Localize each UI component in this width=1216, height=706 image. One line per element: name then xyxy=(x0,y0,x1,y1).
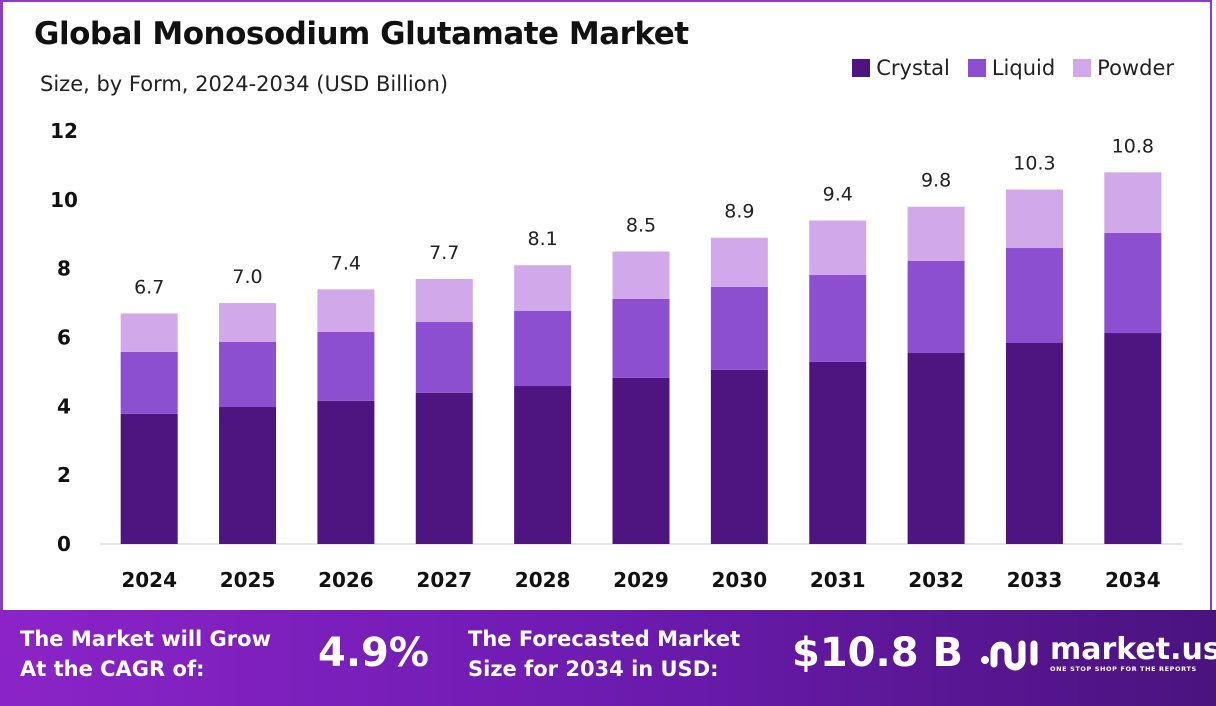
bar-powder-2025 xyxy=(219,303,277,342)
bar-crystal-2025 xyxy=(219,407,277,544)
bar-liquid-2032 xyxy=(907,260,965,353)
bar-chart: 0 2 4 6 8 10 12 6.7 2024 7.0 2025 7.4 2026 7.7 2027 8.1… xyxy=(50,119,1182,592)
x-tick-label: 2031 xyxy=(810,568,866,592)
total-label: 9.4 xyxy=(823,183,853,205)
x-tick-label: 2034 xyxy=(1105,568,1161,592)
bar-powder-2033 xyxy=(1005,189,1063,249)
cagr-label: The Market will Grow At the CAGR of: xyxy=(20,624,271,684)
total-label: 6.7 xyxy=(134,276,164,298)
y-tick-label: 0 xyxy=(57,532,71,556)
bar-powder-2028 xyxy=(514,265,572,311)
logo-icon xyxy=(981,640,1038,671)
bar-powder-2029 xyxy=(612,251,670,299)
total-label: 8.9 xyxy=(724,201,754,223)
bar-powder-2034 xyxy=(1104,172,1162,233)
total-label: 7.7 xyxy=(429,242,459,264)
bar-crystal-2028 xyxy=(514,386,572,544)
bar-liquid-2029 xyxy=(612,298,670,378)
chart-title: Global Monosodium Glutamate Market xyxy=(34,16,689,52)
bar-liquid-2033 xyxy=(1005,248,1063,344)
total-label: 7.0 xyxy=(232,266,262,288)
legend-label: Powder xyxy=(1097,56,1174,80)
x-tick-label: 2026 xyxy=(318,568,374,592)
forecast-value: $10.8 B xyxy=(792,630,963,676)
x-tick-label: 2024 xyxy=(121,568,177,592)
bar-crystal-2034 xyxy=(1104,333,1162,544)
bar-powder-2031 xyxy=(809,220,867,275)
legend-label: Liquid xyxy=(991,56,1056,80)
x-tick-label: 2030 xyxy=(712,568,768,592)
x-tick-label: 2029 xyxy=(613,568,669,592)
x-tick-label: 2028 xyxy=(515,568,571,592)
legend: Crystal Liquid Powder xyxy=(852,56,1174,80)
bar-liquid-2026 xyxy=(317,331,375,401)
footer-banner: The Market will Grow At the CAGR of: 4.9… xyxy=(0,610,1216,706)
bar-liquid-2028 xyxy=(514,310,572,387)
x-tick-label: 2025 xyxy=(220,568,276,592)
bar-liquid-2025 xyxy=(219,341,277,408)
logo-name: market.us xyxy=(1050,632,1216,667)
bar-crystal-2026 xyxy=(317,400,375,544)
bar-crystal-2032 xyxy=(907,352,965,544)
legend-swatch xyxy=(852,59,871,77)
legend-label: Crystal xyxy=(876,56,950,80)
legend-swatch xyxy=(967,59,986,77)
forecast-label: The Forecasted Market Size for 2034 in U… xyxy=(468,624,740,684)
bar-crystal-2029 xyxy=(612,377,670,544)
forecast-label-line: The Forecasted Market xyxy=(468,627,741,651)
legend-item-powder: Powder xyxy=(1073,56,1174,80)
chart-frame xyxy=(0,0,1212,610)
bar-powder-2030 xyxy=(710,237,768,287)
total-label: 7.4 xyxy=(331,252,361,274)
total-label: 10.3 xyxy=(1013,153,1055,175)
legend-item-liquid: Liquid xyxy=(967,56,1056,80)
x-tick-label: 2033 xyxy=(1007,568,1063,592)
bar-crystal-2030 xyxy=(710,369,768,544)
total-label: 8.1 xyxy=(528,228,558,250)
y-tick-label: 4 xyxy=(57,394,71,418)
bar-crystal-2027 xyxy=(415,392,473,544)
legend-swatch xyxy=(1073,59,1092,77)
y-tick-label: 2 xyxy=(57,463,71,487)
bar-crystal-2024 xyxy=(120,413,178,544)
bar-liquid-2024 xyxy=(120,351,178,414)
bar-powder-2032 xyxy=(907,206,965,261)
total-label: 10.8 xyxy=(1112,135,1154,157)
chart-subtitle: Size, by Form, 2024-2034 (USD Billion) xyxy=(40,72,449,96)
cagr-value: 4.9% xyxy=(318,630,429,676)
bar-liquid-2034 xyxy=(1104,232,1162,334)
y-tick-label: 10 xyxy=(50,188,78,212)
legend-item-crystal: Crystal xyxy=(852,56,950,80)
total-label: 9.8 xyxy=(921,170,951,192)
cagr-label-line: The Market will Grow xyxy=(20,627,271,651)
bar-powder-2024 xyxy=(120,313,178,352)
bar-crystal-2033 xyxy=(1005,343,1063,544)
bar-liquid-2027 xyxy=(415,322,473,393)
bar-powder-2027 xyxy=(415,278,473,323)
y-tick-label: 6 xyxy=(57,326,71,350)
y-tick-label: 8 xyxy=(57,257,71,281)
forecast-label-line: Size for 2034 in USD: xyxy=(468,657,719,681)
bar-liquid-2031 xyxy=(809,274,867,362)
cagr-label-line: At the CAGR of: xyxy=(20,657,205,681)
x-tick-label: 2032 xyxy=(908,568,964,592)
market-us-logo: market.us ONE STOP SHOP FOR THE REPORTS xyxy=(980,634,1216,674)
logo-tagline: ONE STOP SHOP FOR THE REPORTS xyxy=(1050,665,1197,673)
total-label: 8.5 xyxy=(626,214,656,236)
bar-liquid-2030 xyxy=(710,286,768,370)
x-tick-label: 2027 xyxy=(416,568,472,592)
y-tick-label: 12 xyxy=(50,119,78,143)
bar-powder-2026 xyxy=(317,289,375,332)
bar-crystal-2031 xyxy=(809,361,867,544)
